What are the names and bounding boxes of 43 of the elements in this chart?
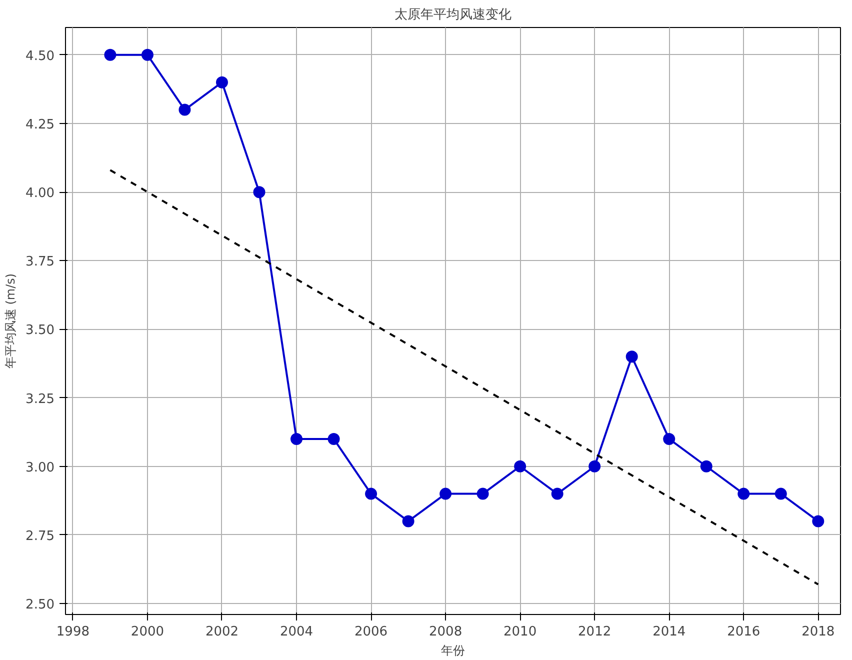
x-tick-label: 2004 [280, 624, 314, 640]
point [774, 488, 787, 500]
y-tick-label: 4.50 [26, 48, 55, 64]
x-tick-label: 1998 [56, 624, 90, 640]
x-tick-label: 2018 [802, 624, 835, 640]
point [514, 460, 526, 472]
y-tick-label: 4.25 [26, 118, 55, 133]
y-tick-label: 2.50 [26, 598, 55, 613]
point [328, 432, 340, 445]
y-tick-label: 4.00 [26, 186, 55, 202]
point [365, 488, 378, 500]
point [290, 432, 303, 445]
x-tick-label: 2010 [504, 624, 537, 640]
point [626, 350, 638, 363]
point [476, 488, 489, 500]
point [588, 460, 601, 472]
x-axis-title: 年份 [441, 644, 465, 658]
point [402, 515, 414, 528]
x-tick-label: 2016 [727, 624, 760, 640]
point [812, 515, 824, 528]
point [440, 488, 452, 500]
point [551, 488, 564, 500]
point [178, 104, 191, 116]
chart-title: 太原年平均风速变化 [394, 8, 512, 22]
y-tick-label: 3.25 [26, 392, 55, 407]
point [663, 432, 676, 445]
point [700, 460, 712, 472]
x-tick-label: 2014 [652, 624, 686, 640]
x-tick-label: 2002 [205, 624, 239, 640]
point [104, 48, 116, 61]
x-tick-label: 2000 [130, 624, 164, 640]
y-tick-label: 3.00 [26, 460, 55, 476]
y-tick-label: 3.75 [26, 254, 55, 270]
x-tick-label: 2006 [354, 624, 388, 640]
x-tick-label: 2012 [578, 624, 612, 640]
x-tick-label: 2008 [429, 624, 462, 640]
point [216, 76, 228, 88]
y-axis-title: 年平均风速 (m/s) [4, 273, 18, 369]
point [253, 186, 266, 198]
y-tick-label: 3.50 [26, 323, 55, 338]
point [738, 488, 750, 500]
point [141, 48, 154, 61]
y-tick-label: 2.75 [26, 528, 55, 544]
